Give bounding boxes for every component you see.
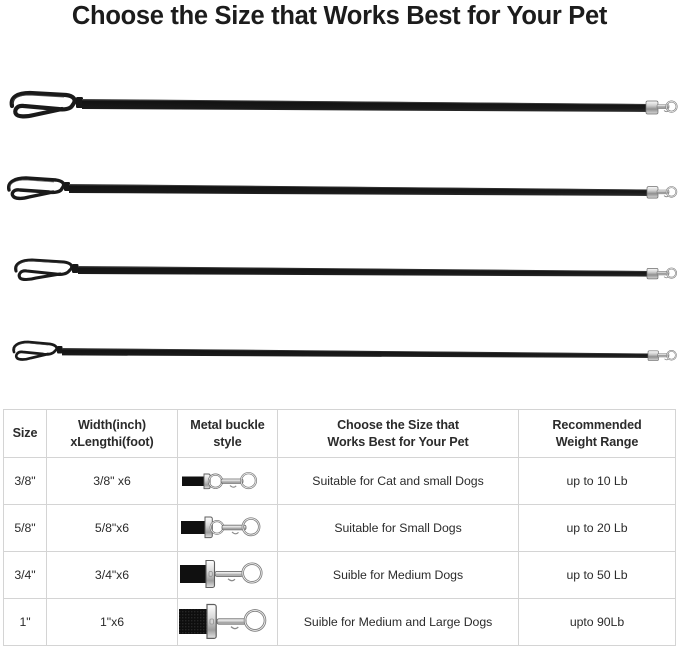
page-title: Choose the Size that Works Best for Your… bbox=[71, 2, 608, 30]
cell-size: 5/8" bbox=[3, 504, 47, 552]
leash-graphic-1 bbox=[9, 90, 678, 119]
cell-metal-buckle bbox=[177, 551, 278, 599]
cell-recommendation: Suible for Medium Dogs bbox=[277, 551, 519, 599]
cell-size: 1" bbox=[3, 598, 47, 646]
cell-metal-buckle bbox=[177, 504, 278, 552]
clasp-1 bbox=[645, 100, 678, 115]
header-buckle-line2: style bbox=[213, 434, 242, 449]
leash-illustration-3 bbox=[0, 240, 679, 286]
leash-graphic-3 bbox=[14, 258, 678, 282]
header-metal-buckle-style: Metal buckle style bbox=[177, 409, 278, 458]
snap-hook-icon bbox=[181, 472, 257, 490]
clasp-4 bbox=[647, 350, 677, 361]
leash-graphic-2 bbox=[7, 176, 678, 201]
cell-width-length: 5/8"x6 bbox=[46, 504, 178, 552]
header-choose-size: Choose the Size that Works Best for Your… bbox=[277, 409, 519, 458]
table-row: 3/4" 3/4"x6 bbox=[3, 551, 676, 599]
header-choose-line1: Choose the Size that bbox=[337, 418, 459, 433]
header-weight-line2: Weight Range bbox=[555, 434, 639, 449]
header-weight-line1: Recommended bbox=[552, 418, 642, 433]
leash-illustration-4 bbox=[0, 323, 679, 367]
size-spec-table: Size Width(inch) xLengthi(foot) Metal bu… bbox=[3, 409, 676, 646]
cell-metal-buckle bbox=[177, 457, 278, 505]
cell-size: 3/4" bbox=[3, 551, 47, 599]
cell-width-length: 3/8" x6 bbox=[46, 457, 178, 505]
table-row: 1" 1"x6 bbox=[3, 598, 676, 646]
table-row: 5/8" 5/8"x6 bbox=[3, 504, 676, 552]
cell-width-length: 1"x6 bbox=[46, 598, 178, 646]
leash-illustration-1 bbox=[0, 73, 679, 125]
leash-illustration-group bbox=[0, 55, 679, 395]
cell-weight-range: up to 20 Lb bbox=[518, 504, 676, 552]
cell-weight-range: up to 50 Lb bbox=[518, 551, 676, 599]
header-width-line1: Width(inch) bbox=[77, 418, 147, 433]
snap-hook-icon bbox=[178, 603, 266, 639]
cell-weight-range: upto 90Lb bbox=[518, 598, 676, 646]
leash-graphic-4 bbox=[12, 340, 677, 361]
snap-hook-icon bbox=[180, 516, 260, 539]
leash-illustration-2 bbox=[0, 160, 679, 208]
header-width-length: Width(inch) xLengthi(foot) bbox=[46, 409, 178, 458]
header-size: Size bbox=[3, 409, 47, 458]
cell-metal-buckle bbox=[177, 598, 278, 646]
table-header-row: Size Width(inch) xLengthi(foot) Metal bu… bbox=[3, 409, 676, 458]
clasp-2 bbox=[646, 186, 678, 199]
cell-recommendation: Suible for Medium and Large Dogs bbox=[277, 598, 519, 646]
header-size-line1: Size bbox=[12, 426, 38, 441]
header-recommended-weight: Recommended Weight Range bbox=[518, 409, 676, 458]
header-buckle-line1: Metal buckle bbox=[190, 418, 265, 433]
table-row: 3/8" 3/8" x6 bbox=[3, 457, 676, 505]
header-choose-line2: Works Best for Your Pet bbox=[327, 434, 469, 449]
cell-weight-range: up to 10 Lb bbox=[518, 457, 676, 505]
cell-width-length: 3/4"x6 bbox=[46, 551, 178, 599]
cell-size: 3/8" bbox=[3, 457, 47, 505]
cell-recommendation: Suitable for Cat and small Dogs bbox=[277, 457, 519, 505]
snap-hook-icon bbox=[179, 559, 263, 589]
clasp-3 bbox=[646, 267, 678, 280]
cell-recommendation: Suitable for Small Dogs bbox=[277, 504, 519, 552]
header-width-line2: xLengthi(foot) bbox=[70, 434, 154, 449]
